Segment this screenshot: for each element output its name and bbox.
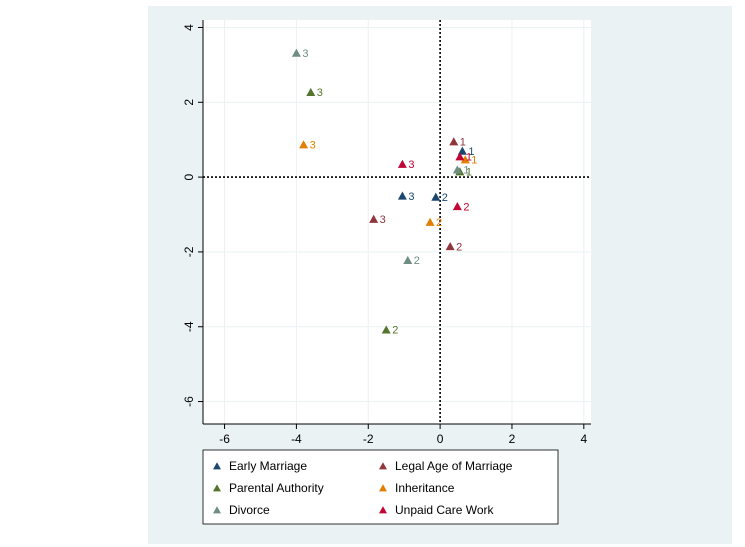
x-tick-label: 2: [509, 432, 516, 446]
legend-label: Early Marriage: [229, 459, 307, 473]
data-point: [460, 155, 470, 164]
x-tick-label: -2: [363, 432, 374, 446]
legend-marker: [379, 462, 387, 470]
data-point: [306, 87, 316, 97]
plot-area: [203, 20, 591, 424]
data-point: [452, 165, 462, 174]
data-point: [455, 152, 465, 161]
y-tick-label: -6: [182, 396, 196, 407]
y-tick-label: -2: [182, 246, 196, 257]
legend-label: Parental Authority: [229, 481, 324, 495]
y-tick-label: 0: [182, 173, 196, 180]
data-point: [369, 214, 379, 223]
data-point-label: 2: [456, 241, 462, 253]
x-tick-label: -6: [219, 432, 230, 446]
legend-marker: [213, 506, 221, 514]
y-axis-ticks: -6 -4 -2 0 2 4: [182, 24, 203, 407]
data-point-label: 1: [466, 167, 472, 179]
data-point: [452, 202, 462, 211]
y-tick-label: 2: [182, 99, 196, 106]
data-point-label: 2: [436, 217, 442, 229]
legend: Early Marriage Legal Age of Marriage Paren…: [202, 449, 559, 525]
data-point-label: 1: [460, 137, 466, 149]
x-axis-ticks: -6 -4 -2 0 2 4: [219, 424, 587, 446]
data-point: [299, 140, 309, 149]
data-point: [397, 159, 407, 168]
legend-label: Unpaid Care Work: [395, 503, 494, 517]
data-point-label: 3: [310, 140, 316, 152]
data-point: [397, 191, 407, 200]
data-point: [403, 255, 413, 264]
x-tick-label: 0: [437, 432, 444, 446]
data-point-label: 2: [392, 325, 398, 337]
data-point: [381, 325, 391, 334]
data-point-label: 1: [466, 152, 472, 164]
data-point: [449, 137, 459, 146]
grid-lines: [203, 20, 591, 424]
legend-marker: [213, 484, 221, 492]
data-point-label: 3: [408, 159, 414, 171]
y-tick-label: 4: [182, 24, 196, 31]
x-tick-label: 4: [580, 432, 587, 446]
data-point-label: 3: [302, 48, 308, 60]
legend-label: Inheritance: [395, 481, 455, 495]
x-tick-label: -4: [291, 432, 302, 446]
data-point-label: 2: [442, 192, 448, 204]
data-point: [431, 192, 441, 201]
data-point-label: 1: [471, 155, 477, 167]
data-point-label: 3: [380, 214, 386, 226]
data-point-label: 2: [414, 255, 420, 267]
data-point-label: 3: [408, 191, 414, 203]
axes: [202, 20, 591, 425]
legend-marker: [379, 506, 387, 514]
legend-items: Early Marriage Legal Age of Marriage Paren…: [213, 459, 513, 517]
data-point-label: 1: [468, 146, 474, 158]
data-point: [291, 48, 301, 57]
data-point-label: 3: [317, 87, 323, 99]
data-point-label: 2: [463, 201, 469, 213]
legend-marker: [379, 484, 387, 492]
y-tick-label: -4: [182, 321, 196, 332]
data-point-label: 1: [463, 165, 469, 177]
reference-lines: [203, 20, 591, 424]
data-point: [425, 217, 435, 226]
data-point: [445, 242, 455, 251]
data-point: [457, 146, 467, 155]
legend-label: Divorce: [229, 503, 270, 517]
legend-label: Legal Age of Marriage: [395, 459, 513, 473]
legend-marker: [213, 462, 221, 470]
